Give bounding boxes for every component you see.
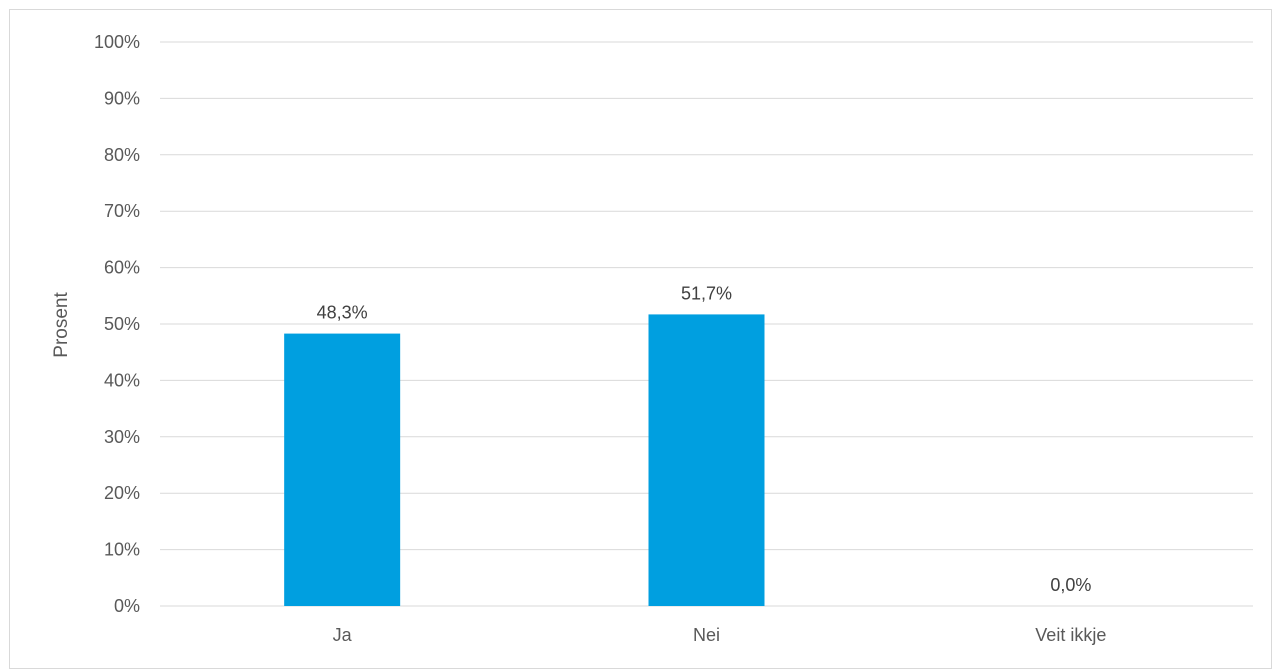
bar bbox=[284, 333, 401, 606]
category-label: Veit ikkje bbox=[1035, 625, 1106, 645]
chart-frame bbox=[9, 9, 1272, 669]
category-label: Nei bbox=[693, 625, 720, 645]
category-label: Ja bbox=[333, 625, 353, 645]
y-tick-label: 80% bbox=[104, 145, 140, 165]
y-tick-label: 40% bbox=[104, 370, 140, 390]
y-tick-label: 100% bbox=[94, 32, 140, 52]
y-tick-label: 30% bbox=[104, 427, 140, 447]
y-axis-ticks: 0% 10% 20% 30% 40% 50% 60% 70% 80% 90% 100% bbox=[94, 32, 140, 616]
y-axis-title: Prosent bbox=[51, 292, 72, 358]
x-axis-categories: Ja Nei Veit ikkje bbox=[333, 625, 1107, 645]
y-tick-label: 50% bbox=[104, 314, 140, 334]
y-tick-label: 90% bbox=[104, 88, 140, 108]
bar bbox=[648, 314, 765, 606]
y-tick-label: 70% bbox=[104, 201, 140, 221]
data-labels: 48,3% 51,7% 0,0% bbox=[317, 283, 1092, 595]
bars bbox=[284, 314, 765, 606]
y-tick-label: 0% bbox=[114, 596, 140, 616]
data-label: 48,3% bbox=[317, 303, 368, 323]
data-label: 0,0% bbox=[1050, 575, 1091, 595]
y-tick-label: 20% bbox=[104, 483, 140, 503]
y-tick-label: 60% bbox=[104, 258, 140, 278]
data-label: 51,7% bbox=[681, 283, 732, 303]
y-tick-label: 10% bbox=[104, 540, 140, 560]
